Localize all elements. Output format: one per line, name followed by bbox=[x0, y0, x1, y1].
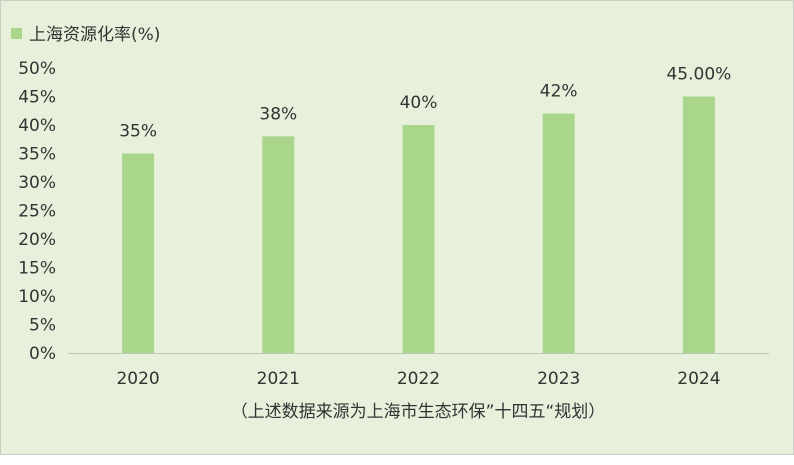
x-tick-label: 2020 bbox=[116, 369, 159, 389]
bars: 35% 38% 40% 42% 45.00% bbox=[119, 65, 731, 353]
x-tick-label: 2024 bbox=[677, 369, 720, 389]
legend-swatch bbox=[11, 28, 22, 39]
bar bbox=[542, 113, 575, 353]
y-tick-label: 0% bbox=[29, 344, 56, 364]
y-axis-ticks: 0% 5% 10% 15% 20% 25% 30% 35% 40% 45% 50% bbox=[18, 59, 56, 364]
bar bbox=[402, 125, 435, 353]
y-tick-label: 30% bbox=[18, 173, 56, 193]
data-label: 38% bbox=[259, 104, 297, 124]
legend: 上海资源化率(%) bbox=[11, 25, 160, 45]
x-tick-label: 2021 bbox=[257, 369, 300, 389]
y-tick-label: 15% bbox=[18, 259, 56, 279]
data-label: 35% bbox=[119, 122, 157, 142]
y-tick-label: 40% bbox=[18, 116, 56, 136]
bar bbox=[682, 96, 715, 353]
y-tick-label: 25% bbox=[18, 202, 56, 222]
y-tick-label: 5% bbox=[29, 316, 56, 336]
y-tick-label: 35% bbox=[18, 145, 56, 165]
x-axis-ticks: 2020 2021 2022 2023 2024 bbox=[116, 369, 720, 389]
x-tick-label: 2023 bbox=[537, 369, 580, 389]
y-tick-label: 50% bbox=[18, 59, 56, 79]
y-tick-label: 45% bbox=[18, 88, 56, 108]
legend-label: 上海资源化率(%) bbox=[29, 25, 160, 45]
y-tick-label: 10% bbox=[18, 287, 56, 307]
data-label: 42% bbox=[540, 82, 578, 102]
source-note: （上述数据来源为上海市生态环保”十四五“规划） bbox=[231, 402, 606, 422]
bar bbox=[262, 136, 295, 353]
y-tick-label: 20% bbox=[18, 230, 56, 250]
data-label: 40% bbox=[400, 93, 438, 113]
x-tick-label: 2022 bbox=[397, 369, 440, 389]
bar-chart: 上海资源化率(%) 0% 5% 10% 15% 20% 25% 30% 35% 40% 45% 50… bbox=[11, 25, 769, 422]
bar bbox=[122, 153, 155, 353]
data-label: 45.00% bbox=[666, 65, 731, 85]
